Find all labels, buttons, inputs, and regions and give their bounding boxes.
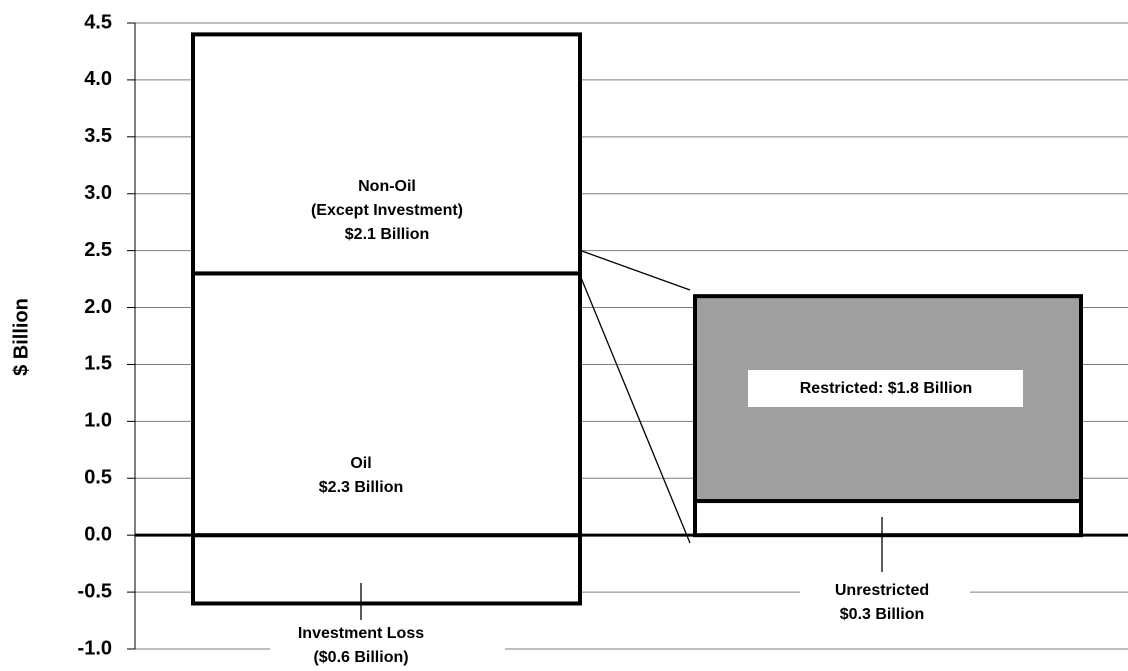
segment-label: Restricted: $1.8 Billion: [800, 380, 973, 397]
series-name: Restricted:: [800, 380, 884, 397]
y-tick-label: -1.0: [78, 637, 112, 659]
value-label: $0.3 Billion: [840, 606, 924, 623]
value-label: ($0.6 Billion): [313, 649, 408, 666]
connector: [567, 245, 691, 544]
y-tick-label: 3.0: [84, 182, 112, 204]
y-tick-label: 4.5: [84, 11, 112, 33]
series-name: (Except Investment): [311, 202, 463, 219]
series-name: Non-Oil: [358, 178, 416, 195]
y-tick-label: 1.5: [84, 353, 112, 375]
series-name: Unrestricted: [835, 582, 929, 599]
y-tick-label: 1.0: [84, 410, 112, 432]
label-background: [748, 370, 1023, 407]
label-background: [270, 622, 505, 670]
y-tick-label: 2.0: [84, 296, 112, 318]
y-tick-label: 0.0: [84, 523, 112, 545]
bar-segment: [191, 533, 582, 606]
series-name: Oil: [350, 455, 371, 472]
y-tick-label: 2.5: [84, 239, 112, 261]
value-label: $1.8 Billion: [888, 380, 972, 397]
bar-segment: [693, 499, 1083, 538]
connector: [567, 245, 691, 291]
value-label: $2.1 Billion: [345, 226, 429, 243]
y-tick-label: 3.5: [84, 125, 112, 147]
y-tick-label: -0.5: [78, 580, 112, 602]
series-name: Investment Loss: [298, 625, 424, 642]
y-axis-title: $ Billion: [10, 298, 32, 376]
y-tick-label: 4.0: [84, 68, 112, 90]
label-background: [800, 580, 970, 628]
y-tick-label: 0.5: [84, 467, 112, 489]
value-label: $2.3 Billion: [319, 479, 403, 496]
bar-segment: [191, 32, 582, 276]
